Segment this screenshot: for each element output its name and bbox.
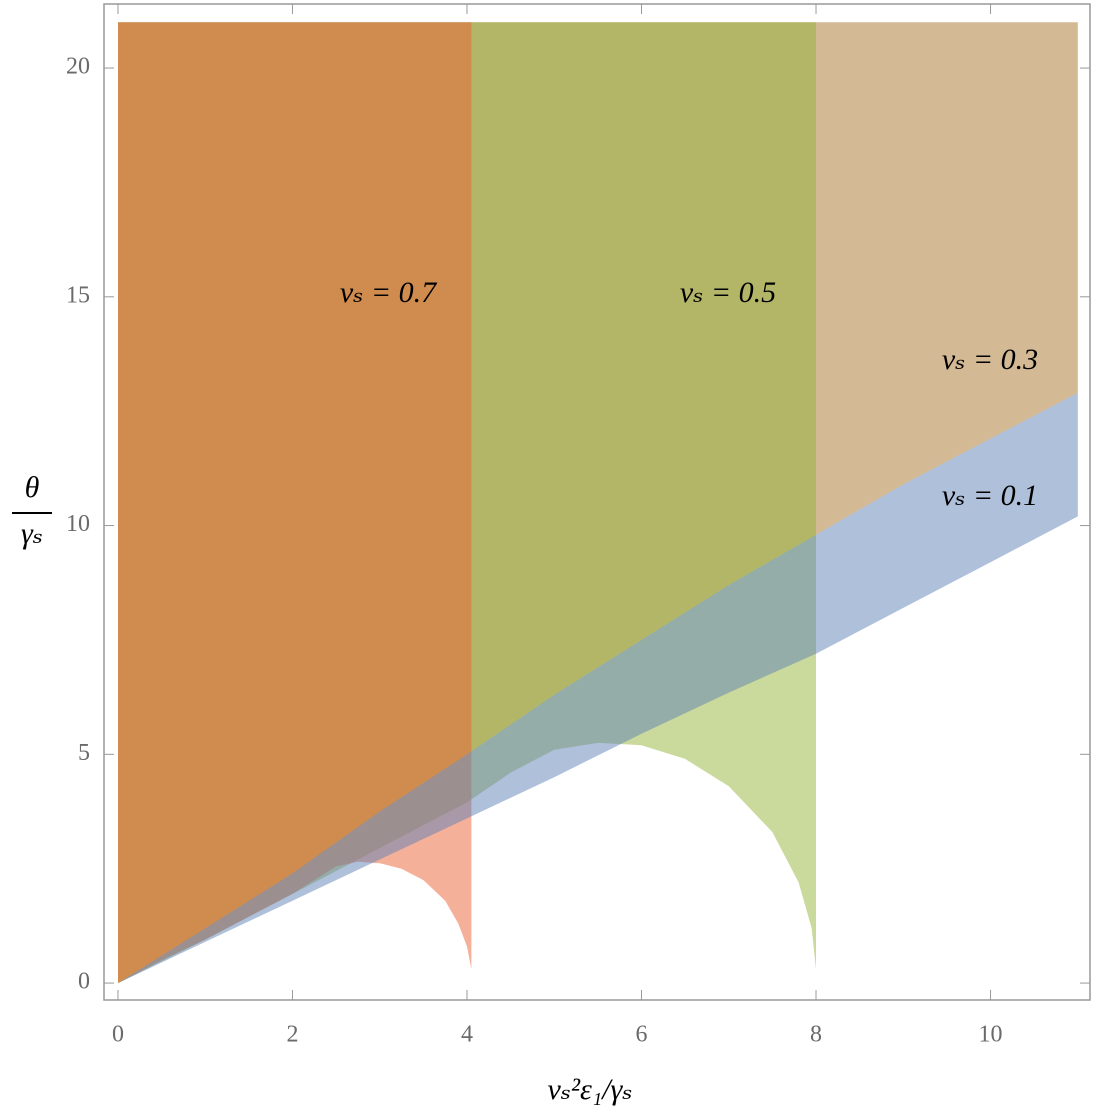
y-tick-label: 20 [66,54,90,80]
y-tick-label: 10 [66,511,90,537]
region-label: vₛ = 0.5 [680,276,776,309]
x-tick-label: 2 [286,1022,298,1048]
x-tick-label: 0 [112,1022,124,1048]
y-tick-label: 0 [78,969,90,995]
region-label: vₛ = 0.1 [942,479,1038,512]
x-tick-label: 8 [810,1022,822,1048]
region-label: vₛ = 0.7 [340,276,438,309]
x-tick-label: 10 [979,1022,1003,1048]
y-axis-label-numerator: θ [25,471,40,504]
region-label: vₛ = 0.3 [942,343,1038,376]
plot-frame [103,3,1091,1001]
y-tick-label: 15 [66,282,90,308]
region [118,22,472,984]
y-axis-label-denominator: γₛ [21,517,43,550]
x-tick-label: 4 [461,1022,473,1048]
x-axis-label: vₛ²ε₁/γₛ [548,1073,633,1106]
x-tick-label: 6 [636,1022,648,1048]
region [118,392,1078,984]
y-tick-label: 5 [78,740,90,766]
